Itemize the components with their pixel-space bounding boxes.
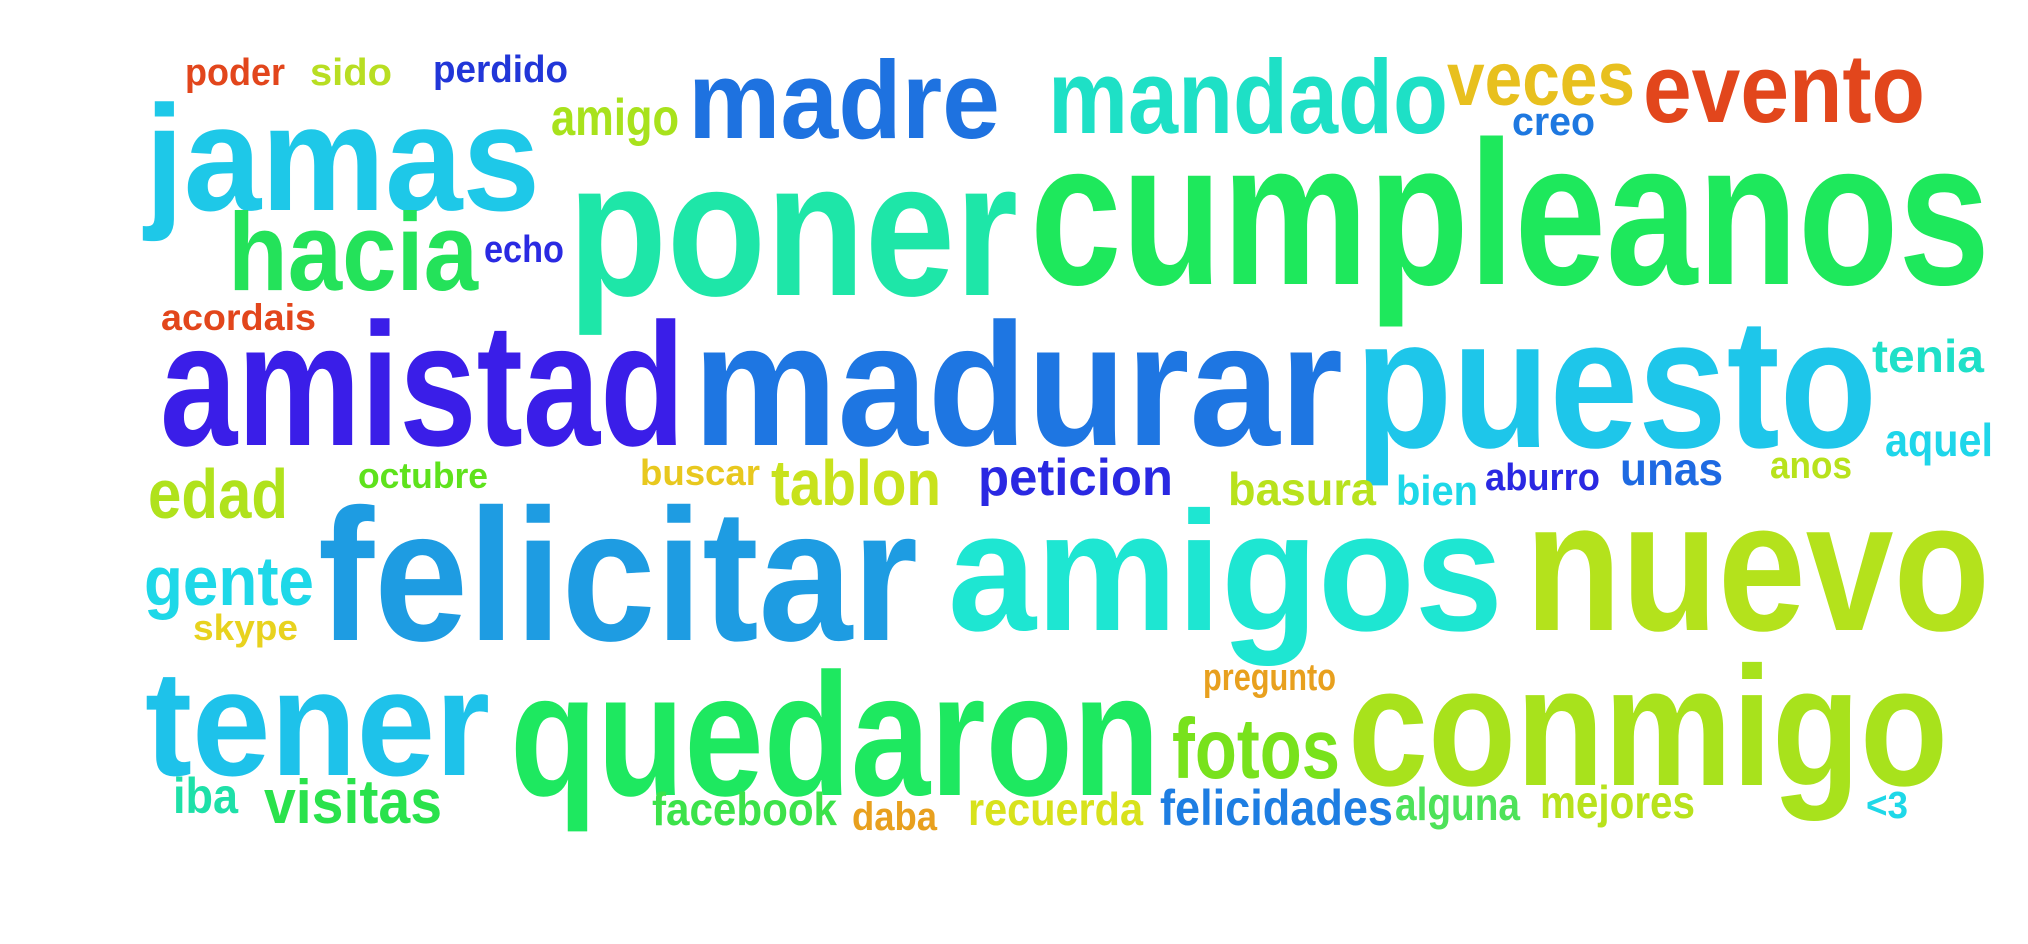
word-amistad: amistad (160, 288, 685, 483)
word-creo: creo (1512, 100, 1595, 144)
word-buscar: buscar (640, 452, 760, 493)
word-echo: echo (484, 229, 564, 271)
word-jamas: jamas (142, 74, 540, 242)
word-octubre: octubre (358, 455, 488, 496)
word-sido: sido (310, 52, 392, 94)
word-quedaron: quedaron (510, 638, 1160, 833)
word-mandado: mandado (1048, 39, 1448, 156)
word-evento: evento (1643, 34, 1925, 143)
word-skype: skype (193, 607, 298, 648)
word-recuerda: recuerda (968, 783, 1143, 835)
word-daba: daba (852, 795, 938, 839)
word-perdido: perdido (433, 49, 568, 91)
word-amigo: amigo (551, 89, 679, 147)
word-madurar: madurar (693, 288, 1343, 483)
word-alguna: alguna (1395, 778, 1520, 830)
word-acordais: acordais (161, 297, 316, 338)
word-nuevo: nuevo (1525, 464, 1990, 670)
word-veces: veces (1447, 37, 1635, 122)
word-hacia: hacia (228, 191, 479, 314)
word-madre: madre (688, 39, 1000, 162)
word-iba: iba (173, 768, 239, 824)
word-3: <3 (1866, 785, 1908, 827)
word-tener: tener (145, 639, 490, 807)
word-poder: poder (185, 52, 285, 94)
word-fotos: fotos (1172, 702, 1340, 797)
word-conmigo: conmigo (1348, 632, 1948, 822)
word-amigos: amigos (948, 477, 1503, 667)
word-basura: basura (1228, 463, 1376, 515)
word-puesto: puesto (1355, 281, 1877, 487)
word-facebook: facebook (652, 783, 837, 835)
word-bien: bien (1396, 467, 1478, 514)
word-tenia: tenia (1872, 330, 1984, 382)
word-gente: gente (144, 542, 314, 620)
word-peticion: peticion (978, 449, 1173, 507)
word-visitas: visitas (264, 768, 442, 837)
word-edad: edad (148, 455, 288, 533)
word-felicitar: felicitar (318, 470, 918, 680)
word-aquel: aquel (1885, 414, 1993, 466)
word-pregunto: pregunto (1203, 657, 1336, 699)
word-tablon: tablon (771, 447, 941, 519)
word-mejores: mejores (1540, 776, 1695, 828)
word-anos: anos (1770, 445, 1852, 487)
word-poner: poner (568, 121, 1018, 336)
word-cumpleanos: cumpleanos (1030, 99, 1990, 328)
word-aburro: aburro (1485, 457, 1600, 499)
word-felicidades: felicidades (1160, 780, 1393, 836)
word-unas: unas (1620, 443, 1723, 495)
